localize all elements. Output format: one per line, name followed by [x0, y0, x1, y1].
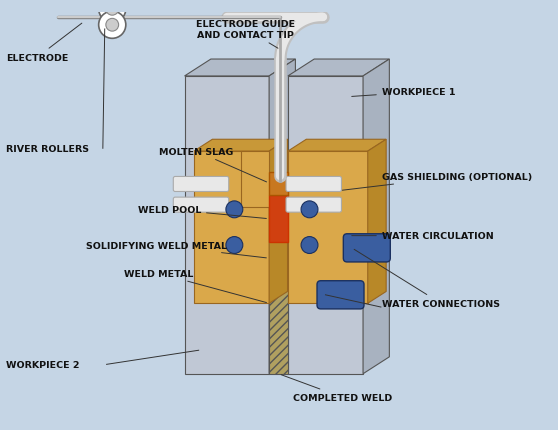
Bar — [288, 77, 363, 374]
Polygon shape — [194, 140, 287, 152]
Bar — [241, 152, 269, 208]
Text: WELD METAL: WELD METAL — [123, 269, 266, 303]
Circle shape — [99, 0, 126, 23]
FancyBboxPatch shape — [174, 198, 229, 213]
Circle shape — [301, 201, 318, 218]
Bar — [194, 152, 269, 304]
FancyBboxPatch shape — [174, 177, 229, 192]
Bar — [288, 152, 368, 304]
Bar — [269, 276, 288, 374]
Circle shape — [301, 237, 318, 254]
Text: WORKPIECE 2: WORKPIECE 2 — [6, 360, 80, 369]
Polygon shape — [363, 60, 389, 374]
Text: RIVER ROLLERS: RIVER ROLLERS — [6, 144, 89, 154]
Text: COMPLETED WELD: COMPLETED WELD — [281, 375, 392, 402]
Text: WELD POOL: WELD POOL — [138, 206, 266, 219]
Bar — [269, 196, 288, 243]
Text: GAS SHIELDING (OPTIONAL): GAS SHIELDING (OPTIONAL) — [342, 172, 532, 191]
Polygon shape — [368, 140, 386, 304]
Text: WATER CONNECTIONS: WATER CONNECTIONS — [354, 250, 500, 308]
Circle shape — [106, 19, 119, 32]
Circle shape — [226, 237, 243, 254]
Polygon shape — [185, 60, 295, 77]
Circle shape — [106, 3, 119, 16]
Text: ELECTRODE GUIDE
AND CONTACT TIP: ELECTRODE GUIDE AND CONTACT TIP — [196, 20, 295, 49]
Text: MOLTEN SLAG: MOLTEN SLAG — [159, 147, 267, 182]
Bar — [269, 172, 288, 196]
Text: WORKPIECE 1: WORKPIECE 1 — [352, 88, 455, 97]
Bar — [269, 243, 288, 276]
Circle shape — [226, 201, 243, 218]
Bar — [185, 77, 269, 374]
Polygon shape — [288, 60, 389, 77]
FancyBboxPatch shape — [286, 198, 341, 213]
Circle shape — [99, 12, 126, 39]
Polygon shape — [288, 140, 386, 152]
Polygon shape — [269, 60, 295, 374]
Polygon shape — [269, 140, 287, 304]
Text: SOLIDIFYING WELD METAL: SOLIDIFYING WELD METAL — [86, 241, 266, 258]
FancyBboxPatch shape — [343, 234, 390, 262]
Text: ELECTRODE: ELECTRODE — [6, 24, 82, 62]
Text: WATER CIRCULATION: WATER CIRCULATION — [352, 232, 494, 240]
FancyBboxPatch shape — [317, 281, 364, 309]
FancyBboxPatch shape — [286, 177, 341, 192]
